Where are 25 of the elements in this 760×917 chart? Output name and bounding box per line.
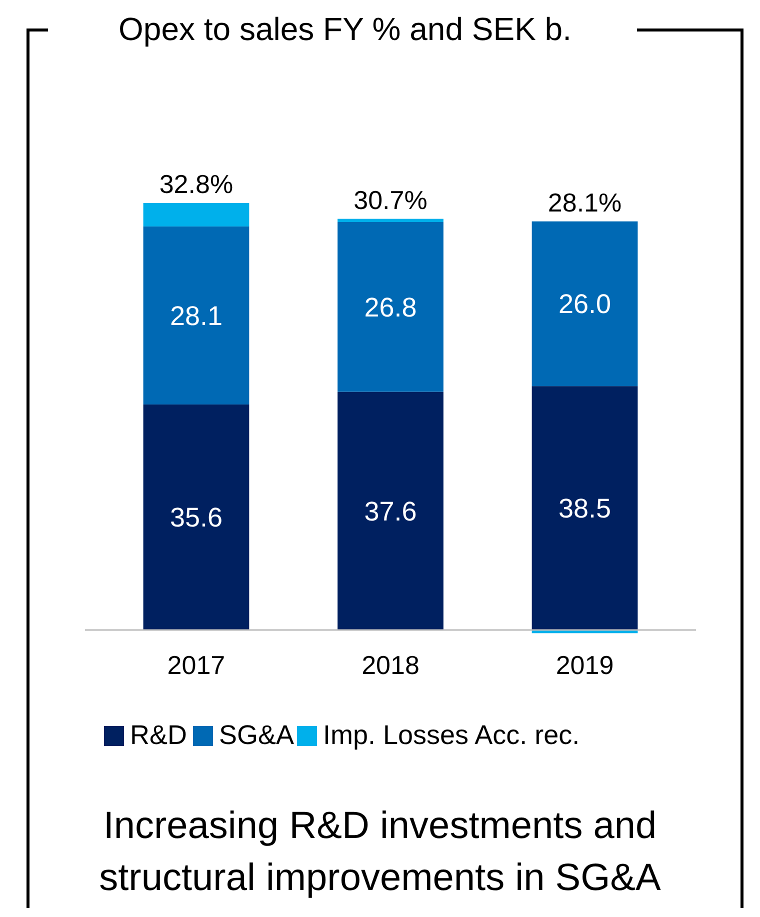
text: Increasing R&D investments and structural improvements in SG&A bbox=[99, 805, 662, 899]
data-label: 38.5 bbox=[558, 493, 612, 524]
data-label: 35.6 bbox=[170, 502, 223, 533]
annotation: 28.1% bbox=[548, 187, 622, 218]
bar bbox=[143, 404, 250, 630]
bar bbox=[532, 386, 638, 630]
legend-label: SG&A bbox=[219, 720, 294, 750]
bar bbox=[338, 222, 444, 392]
data-label: 28.1 bbox=[170, 300, 223, 331]
bar bbox=[143, 203, 250, 226]
data-label: 26.0 bbox=[558, 289, 612, 320]
bar bbox=[143, 226, 250, 404]
bar bbox=[338, 218, 444, 222]
annotation: 30.7% bbox=[354, 184, 428, 215]
bar bbox=[532, 221, 638, 386]
annotation: 32.8% bbox=[159, 169, 234, 199]
chart-title: Opex to sales FY % and SEK b. bbox=[118, 11, 572, 47]
data-label: 37.6 bbox=[364, 496, 417, 526]
bar bbox=[338, 392, 444, 630]
x-tick-label: 2019 bbox=[556, 650, 614, 680]
x-tick-label: 2017 bbox=[167, 650, 226, 680]
legend-label: R&D bbox=[130, 720, 188, 750]
x-tick-label: 2018 bbox=[362, 650, 420, 680]
legend-label: Imp. Losses Acc. rec. bbox=[323, 720, 580, 750]
data-label: 26.8 bbox=[364, 292, 417, 322]
